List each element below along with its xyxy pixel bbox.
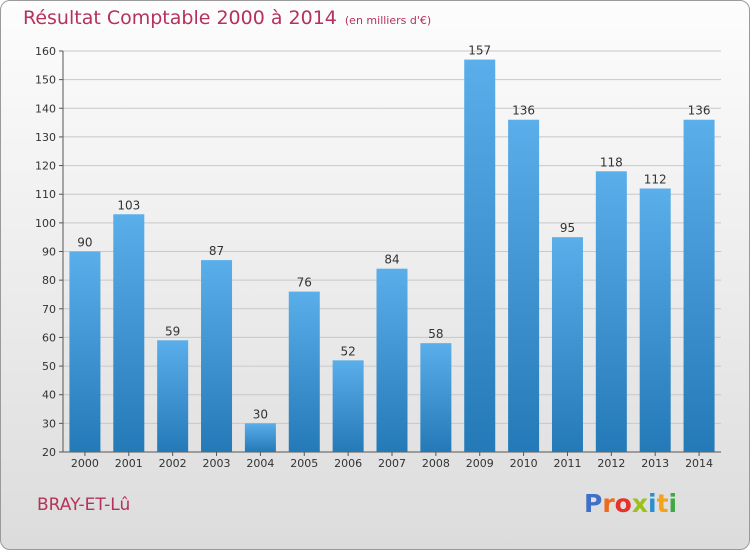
logo-letter: o — [614, 489, 632, 518]
y-tick-label: 60 — [42, 331, 56, 344]
value-label-2008: 58 — [428, 327, 443, 341]
bar-2010 — [508, 119, 540, 452]
y-tick-label: 30 — [42, 417, 56, 430]
value-label-2002: 59 — [165, 324, 180, 338]
x-tick-label: 2014 — [685, 457, 713, 470]
bar-2003 — [201, 260, 233, 452]
logo-letter: P — [584, 489, 603, 518]
x-tick-label: 2004 — [246, 457, 274, 470]
value-label-2005: 76 — [297, 276, 312, 290]
value-label-2001: 103 — [117, 198, 140, 212]
bar-2013 — [639, 188, 671, 452]
x-tick-label: 2003 — [203, 457, 231, 470]
y-tick-label: 40 — [42, 389, 56, 402]
value-label-2009: 157 — [468, 44, 491, 58]
y-tick-label: 80 — [42, 274, 56, 287]
value-label-2010: 136 — [512, 104, 535, 118]
bar-2014 — [683, 119, 715, 452]
x-tick-label: 2011 — [553, 457, 581, 470]
x-tick-label: 2002 — [159, 457, 187, 470]
logo-letter: i — [668, 489, 678, 518]
value-label-2006: 52 — [340, 344, 355, 358]
y-tick-label: 150 — [35, 74, 56, 87]
y-tick-label: 140 — [35, 102, 56, 115]
y-tick-label: 120 — [35, 160, 56, 173]
value-label-2004: 30 — [253, 407, 268, 421]
bar-2000 — [69, 251, 101, 452]
logo-letter: t — [656, 489, 669, 518]
y-tick-label: 20 — [42, 446, 56, 459]
logo-letter: x — [631, 489, 648, 518]
bars — [69, 59, 715, 453]
y-tick-label: 160 — [35, 45, 56, 58]
bar-2002 — [157, 340, 189, 452]
value-label-2013: 112 — [644, 172, 667, 186]
bar-2005 — [288, 291, 320, 452]
y-tick-label: 50 — [42, 360, 56, 373]
bar-2011 — [551, 237, 583, 452]
bar-2007 — [376, 268, 408, 452]
x-tick-label: 2010 — [510, 457, 538, 470]
value-label-2012: 118 — [600, 155, 623, 169]
bar-2008 — [420, 343, 452, 452]
logo-letter: r — [602, 489, 615, 518]
x-tick-label: 2012 — [597, 457, 625, 470]
x-tick-label: 2006 — [334, 457, 362, 470]
x-tick-label: 2001 — [115, 457, 143, 470]
value-label-2000: 90 — [77, 236, 92, 250]
x-tick-label: 2013 — [641, 457, 669, 470]
value-labels: 90 103 59 87 30 76 52 84 58 157 136 95 118 112 136 — [77, 44, 710, 422]
y-tick-label: 130 — [35, 131, 56, 144]
chart-title-group: Résultat Comptable 2000 à 2014 (en millie… — [23, 7, 431, 29]
commune-name: BRAY-ET-Lû — [37, 495, 131, 515]
bar-2001 — [113, 214, 145, 452]
y-tick-label: 90 — [42, 246, 56, 259]
bar-2009 — [464, 59, 496, 452]
y-tick-label: 110 — [35, 188, 56, 201]
y-tick-label: 70 — [42, 303, 56, 316]
y-tick-label: 100 — [35, 217, 56, 230]
x-tick-label: 2005 — [290, 457, 318, 470]
value-label-2007: 84 — [384, 253, 399, 267]
value-label-2014: 136 — [688, 104, 711, 118]
x-tick-label: 2007 — [378, 457, 406, 470]
value-label-2011: 95 — [560, 221, 575, 235]
logo-letter: i — [648, 489, 657, 518]
x-tick-label: 2000 — [71, 457, 99, 470]
chart-subtitle: (en milliers d'€) — [344, 14, 432, 27]
bar-2004 — [244, 423, 276, 452]
x-tick-label: 2008 — [422, 457, 450, 470]
x-tick-label: 2009 — [466, 457, 494, 470]
value-label-2003: 87 — [209, 244, 224, 258]
bar-2012 — [595, 171, 627, 453]
proxiti-logo: Proxiti — [584, 489, 677, 518]
bar-2006 — [332, 360, 364, 452]
chart-title: Résultat Comptable 2000 à 2014 — [23, 7, 337, 29]
